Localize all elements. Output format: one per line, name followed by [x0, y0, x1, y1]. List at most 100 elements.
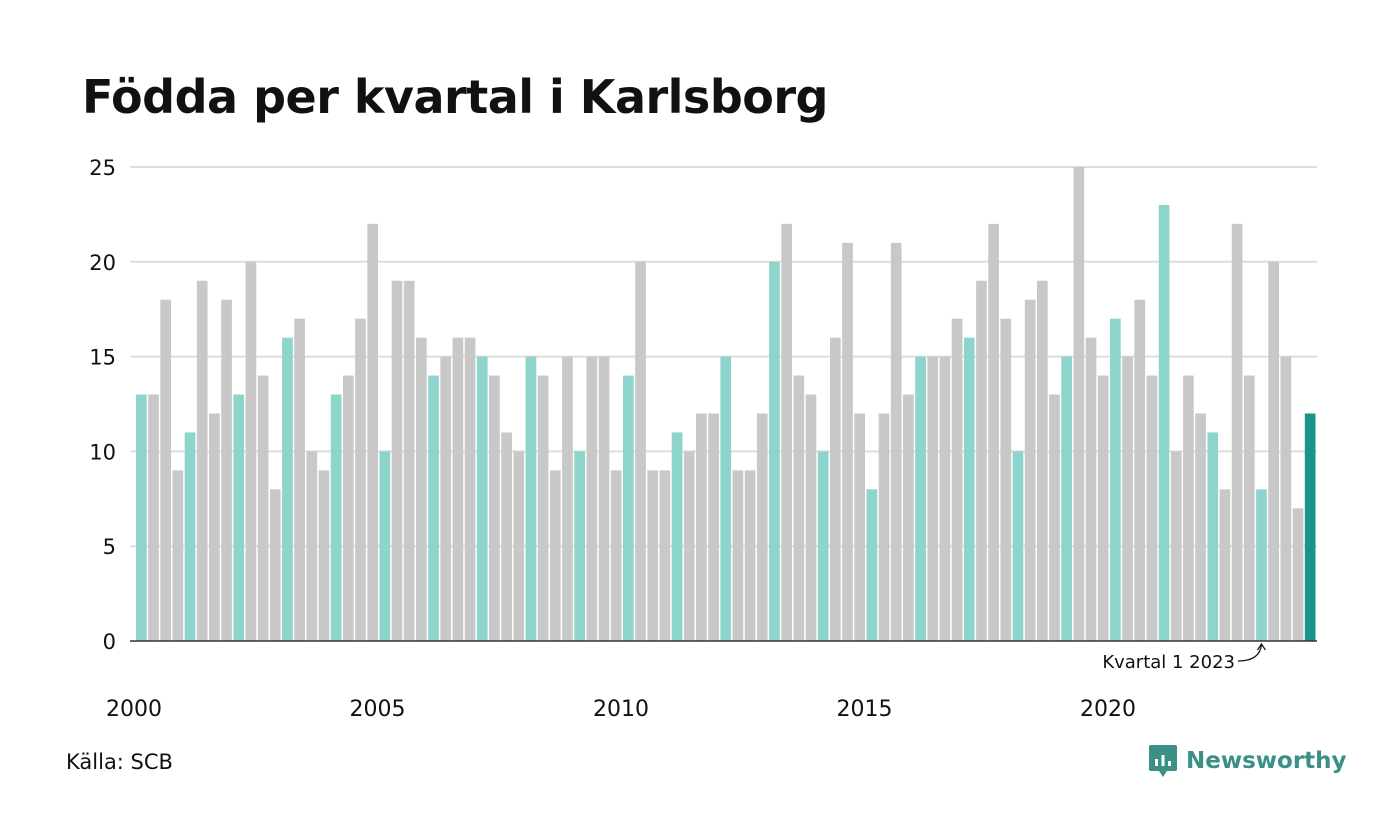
bar	[318, 470, 330, 641]
bar	[939, 356, 951, 641]
y-tick-label: 5	[103, 535, 116, 559]
bar	[890, 242, 902, 641]
bar	[160, 299, 172, 641]
bar	[148, 394, 159, 641]
bar	[1158, 204, 1170, 642]
bar	[1134, 299, 1146, 641]
bar	[1097, 375, 1109, 641]
bar	[1256, 489, 1267, 641]
bar	[379, 451, 391, 641]
bar	[1304, 413, 1316, 641]
bar	[598, 356, 610, 641]
bar	[635, 261, 646, 641]
annotation-arrowhead	[1256, 642, 1266, 651]
bar	[1219, 489, 1231, 641]
bar	[1268, 261, 1279, 641]
x-tick-label: 2020	[1080, 697, 1136, 722]
bar	[781, 223, 792, 641]
bar	[391, 280, 403, 641]
bar	[269, 489, 281, 641]
bar	[829, 337, 841, 641]
bar	[610, 470, 622, 641]
bar	[489, 375, 500, 641]
bar	[355, 318, 366, 641]
chart-title: Födda per kvartal i Karlsborg	[82, 70, 828, 124]
bar	[1073, 167, 1085, 641]
bar	[769, 261, 780, 641]
bar	[951, 318, 963, 641]
bar	[1280, 356, 1292, 641]
bar	[574, 451, 585, 641]
bar	[720, 356, 732, 641]
bar	[586, 356, 598, 641]
x-tick-labels: 2000 2005 2010 2015 2020	[106, 697, 1136, 722]
y-tick-labels: 0 5 10 15 20 25	[89, 156, 116, 654]
bar	[842, 242, 853, 641]
bar	[440, 356, 452, 641]
bar	[866, 489, 878, 641]
annotation-arrow	[1237, 644, 1263, 662]
bar	[342, 375, 354, 641]
bar	[452, 337, 464, 641]
bar	[1170, 451, 1182, 641]
bar	[1122, 356, 1133, 641]
bar	[1049, 394, 1060, 641]
bar	[221, 299, 232, 641]
bar	[732, 470, 744, 641]
bar	[1292, 508, 1304, 641]
bar	[525, 356, 537, 641]
bar	[805, 394, 817, 641]
bar	[233, 394, 245, 641]
bar	[854, 413, 866, 641]
bar	[915, 356, 926, 641]
bar	[927, 356, 939, 641]
bar	[282, 337, 293, 641]
bar	[184, 432, 196, 641]
bar	[1024, 299, 1036, 641]
bar	[1012, 451, 1024, 641]
bar	[1207, 432, 1219, 641]
bar	[1036, 280, 1048, 641]
bar	[367, 223, 379, 641]
annotation-label: Kvartal 1 2023	[1102, 652, 1235, 673]
brand-logo: Newsworthy	[1148, 744, 1347, 778]
bar	[1110, 318, 1121, 641]
bar	[464, 337, 476, 641]
bar	[683, 451, 695, 641]
bar	[1231, 223, 1243, 641]
bar	[1243, 375, 1255, 641]
y-tick-label: 0	[103, 630, 116, 654]
x-tick-label: 2010	[593, 697, 649, 722]
bar	[659, 470, 671, 641]
bar	[878, 413, 890, 641]
bar	[476, 356, 488, 641]
bar	[623, 375, 634, 641]
x-tick-label: 2005	[350, 697, 406, 722]
bar	[963, 337, 975, 641]
bar	[1085, 337, 1097, 641]
bar	[1000, 318, 1012, 641]
y-tick-label: 25	[89, 156, 116, 180]
bar	[330, 394, 342, 641]
bar	[501, 432, 512, 641]
bar	[513, 451, 525, 641]
y-tick-label: 20	[89, 251, 116, 275]
y-tick-label: 15	[89, 346, 116, 370]
y-tick-label: 10	[89, 440, 116, 464]
bar	[306, 451, 318, 641]
x-tick-label: 2015	[837, 697, 893, 722]
bar	[708, 413, 719, 641]
bar	[416, 337, 427, 641]
bar	[1183, 375, 1194, 641]
bar	[403, 280, 415, 641]
bar	[988, 223, 999, 641]
bar	[1146, 375, 1158, 641]
bar	[537, 375, 549, 641]
bar	[647, 470, 659, 641]
bar	[172, 470, 184, 641]
bar	[136, 394, 147, 641]
bar	[1195, 413, 1206, 641]
bar	[549, 470, 561, 641]
bars	[136, 167, 1316, 642]
